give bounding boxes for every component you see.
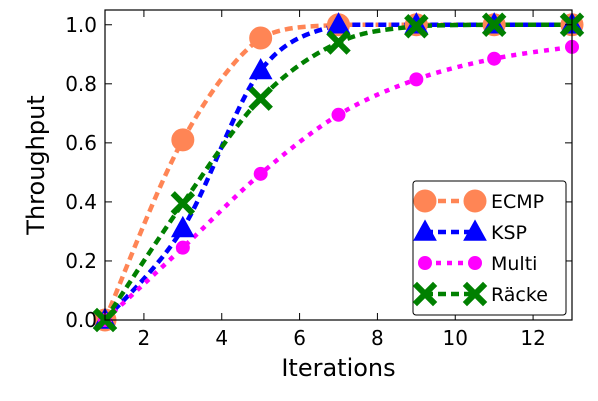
- x-tick-label: 8: [371, 326, 384, 350]
- legend-item-ecmp: ECMP: [413, 189, 544, 213]
- data-point-ecmp-2: [249, 26, 273, 50]
- x-axis-ticks: 2 4 6 8 10 12: [138, 10, 546, 350]
- legend-marker-multi: [418, 256, 432, 270]
- legend-marker-r-cke: [462, 281, 488, 307]
- legend-marker-multi: [468, 256, 482, 270]
- x-tick-label: 4: [215, 326, 228, 350]
- x-tick-label: 10: [443, 326, 468, 350]
- data-point-r-cke-1: [170, 191, 196, 216]
- data-point-r-cke-3: [326, 30, 351, 55]
- legend-marker-ksp: [413, 219, 437, 241]
- legend-marker-ecmp: [463, 189, 487, 213]
- data-point-ecmp-1: [171, 128, 195, 152]
- legend-label-ecmp: ECMP: [491, 191, 544, 213]
- plot-frame: [104, 9, 573, 321]
- y-tick-label: 0.6: [65, 131, 97, 155]
- y-tick-label: 0.2: [65, 249, 97, 273]
- legend-item-r-cke: Räcke: [412, 281, 548, 307]
- data-point-r-cke-2: [248, 86, 273, 111]
- x-axis-label: Iterations: [281, 354, 395, 382]
- legend-label-multi: Multi: [491, 253, 537, 275]
- data-point-r-cke-5: [481, 12, 507, 38]
- data-point-ksp-2: [248, 57, 273, 80]
- data-point-ksp-1: [170, 215, 195, 238]
- x-tick-label: 6: [293, 326, 306, 350]
- y-axis-ticks: 0.0 0.2 0.4 0.6 0.8 1.0: [65, 13, 572, 332]
- data-point-multi-1: [175, 240, 190, 255]
- x-tick-label: 2: [138, 326, 151, 350]
- data-point-multi-3: [331, 107, 346, 122]
- y-tick-label: 0.8: [65, 72, 97, 96]
- data-point-r-cke-4: [404, 13, 429, 39]
- legend-marker-ecmp: [413, 189, 437, 213]
- legend-item-multi: Multi: [418, 253, 537, 275]
- y-tick-label: 1.0: [65, 13, 97, 37]
- legend-item-ksp: KSP: [413, 219, 527, 244]
- data-point-multi-4: [409, 72, 424, 87]
- data-point-multi-5: [487, 51, 502, 66]
- y-axis-label: Throughput: [22, 95, 50, 235]
- legend-label-r-cke: Räcke: [491, 284, 548, 306]
- legend-label-ksp: KSP: [491, 222, 527, 244]
- legend: ECMP KSP Multi Räcke: [412, 180, 567, 316]
- y-tick-label: 0.4: [65, 190, 97, 214]
- legend-marker-r-cke: [412, 281, 438, 307]
- legend-marker-ksp: [463, 219, 487, 241]
- data-point-multi-2: [253, 166, 268, 181]
- legend-box: [412, 180, 567, 316]
- x-tick-label: 12: [520, 326, 545, 350]
- data-point-ksp-3: [326, 12, 351, 34]
- y-tick-label: 0.0: [65, 308, 97, 332]
